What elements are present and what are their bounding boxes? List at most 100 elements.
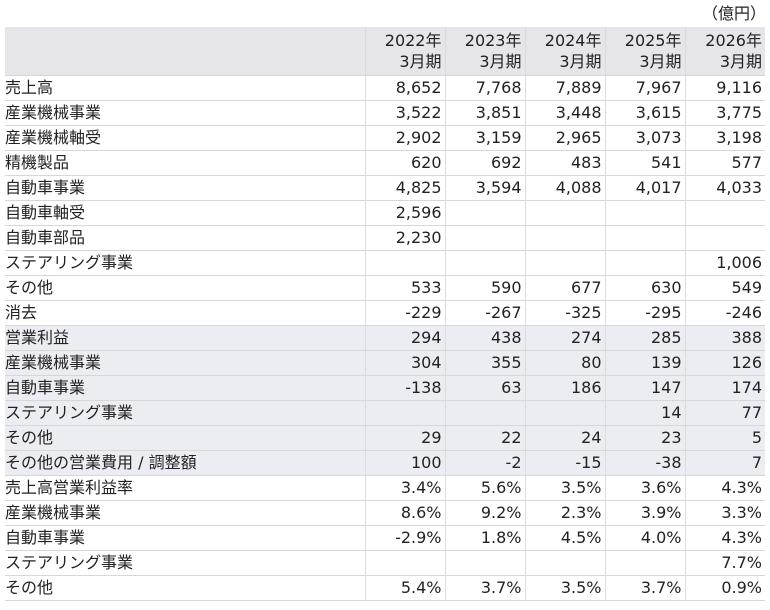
- value-cell: 4.5%: [524, 525, 605, 551]
- row-label: 自動車事業: [5, 175, 365, 201]
- header-row: 2022年 3月期 2023年 3月期 2024年 3月期 2025年 3月期 2026…: [5, 27, 765, 76]
- value-cell: -15: [524, 450, 605, 476]
- row-label: ステアリング事業: [5, 400, 365, 426]
- table-row: その他の営業費用 / 調整額 100 -2 -15 -38 7: [5, 450, 765, 476]
- value-cell: [364, 550, 445, 576]
- value-cell: 2.3%: [524, 500, 605, 526]
- value-cell: 5.4%: [364, 575, 445, 601]
- value-cell: 126: [684, 350, 765, 376]
- row-label: 消去: [5, 300, 365, 326]
- row-label: 産業機械事業: [5, 350, 365, 376]
- value-cell: 80: [524, 350, 605, 376]
- value-cell: [604, 225, 685, 251]
- value-cell: -295: [604, 300, 685, 326]
- value-cell: 388: [684, 325, 765, 351]
- value-cell: -229: [364, 300, 445, 326]
- value-cell: 677: [524, 275, 605, 301]
- value-cell: [444, 200, 525, 226]
- row-label: 自動車軸受: [5, 200, 365, 226]
- row-label: その他: [5, 425, 365, 451]
- table-row: 自動車軸受 2,596: [5, 200, 765, 226]
- table-row: ステアリング事業 14 77: [5, 400, 765, 426]
- row-label: 自動車事業: [5, 525, 365, 551]
- value-cell: [444, 250, 525, 276]
- value-cell: 0.9%: [684, 575, 765, 601]
- value-cell: [604, 250, 685, 276]
- table-row: 営業利益 294 438 274 285 388: [5, 325, 765, 351]
- value-cell: 4,033: [684, 175, 765, 201]
- row-label: 売上高営業利益率: [5, 475, 365, 501]
- value-cell: 29: [364, 425, 445, 451]
- value-cell: 3,159: [444, 125, 525, 151]
- header-year: 2024年 3月期: [524, 27, 605, 76]
- table-row: その他 533 590 677 630 549: [5, 275, 765, 301]
- year-line2: 3月期: [719, 52, 762, 71]
- header-year: 2023年 3月期: [444, 27, 525, 76]
- value-cell: 3,073: [604, 125, 685, 151]
- row-label: その他: [5, 575, 365, 601]
- value-cell: 186: [524, 375, 605, 401]
- value-cell: 3.5%: [524, 475, 605, 501]
- table-row: 産業機械軸受 2,902 3,159 2,965 3,073 3,198: [5, 125, 765, 151]
- value-cell: 174: [684, 375, 765, 401]
- value-cell: 14: [604, 400, 685, 426]
- value-cell: 3.9%: [604, 500, 685, 526]
- value-cell: 4,017: [604, 175, 685, 201]
- value-cell: [524, 550, 605, 576]
- value-cell: 3,198: [684, 125, 765, 151]
- year-line1: 2023年: [464, 31, 522, 50]
- value-cell: 549: [684, 275, 765, 301]
- year-line2: 3月期: [399, 52, 442, 71]
- year-line1: 2024年: [544, 31, 602, 50]
- table-row: 自動車事業 -138 63 186 147 174: [5, 375, 765, 401]
- value-cell: 9.2%: [444, 500, 525, 526]
- row-label: ステアリング事業: [5, 550, 365, 576]
- table-row: ステアリング事業 1,006: [5, 250, 765, 276]
- value-cell: [364, 250, 445, 276]
- value-cell: [524, 250, 605, 276]
- value-cell: 3.6%: [604, 475, 685, 501]
- value-cell: [524, 400, 605, 426]
- value-cell: 1,006: [684, 250, 765, 276]
- value-cell: 5: [684, 425, 765, 451]
- value-cell: [444, 550, 525, 576]
- value-cell: -138: [364, 375, 445, 401]
- table-row: 自動車事業 4,825 3,594 4,088 4,017 4,033: [5, 175, 765, 201]
- value-cell: [444, 400, 525, 426]
- value-cell: [444, 225, 525, 251]
- value-cell: 1.8%: [444, 525, 525, 551]
- value-cell: 23: [604, 425, 685, 451]
- value-cell: 692: [444, 150, 525, 176]
- row-label: その他の営業費用 / 調整額: [5, 450, 365, 476]
- value-cell: 4.3%: [684, 525, 765, 551]
- value-cell: 2,230: [364, 225, 445, 251]
- value-cell: [684, 225, 765, 251]
- header-year: 2022年 3月期: [364, 27, 445, 76]
- value-cell: 9,116: [684, 75, 765, 101]
- table-row: 産業機械事業 3,522 3,851 3,448 3,615 3,775: [5, 100, 765, 126]
- value-cell: -325: [524, 300, 605, 326]
- value-cell: 355: [444, 350, 525, 376]
- value-cell: 147: [604, 375, 685, 401]
- value-cell: 3,851: [444, 100, 525, 126]
- value-cell: 4,825: [364, 175, 445, 201]
- table-row: その他 29 22 24 23 5: [5, 425, 765, 451]
- value-cell: 274: [524, 325, 605, 351]
- table-row: 売上高 8,652 7,768 7,889 7,967 9,116: [5, 75, 765, 101]
- row-label: 精機製品: [5, 150, 365, 176]
- year-line1: 2026年: [705, 31, 762, 50]
- value-cell: [684, 200, 765, 226]
- table-row: 産業機械事業 8.6% 9.2% 2.3% 3.9% 3.3%: [5, 500, 765, 526]
- value-cell: 533: [364, 275, 445, 301]
- value-cell: 4.0%: [604, 525, 685, 551]
- row-label: 自動車部品: [5, 225, 365, 251]
- value-cell: 22: [444, 425, 525, 451]
- value-cell: [524, 225, 605, 251]
- value-cell: 285: [604, 325, 685, 351]
- year-line2: 3月期: [639, 52, 682, 71]
- row-label: 自動車事業: [5, 375, 365, 401]
- value-cell: 77: [684, 400, 765, 426]
- table-row: その他 5.4% 3.7% 3.5% 3.7% 0.9%: [5, 575, 765, 601]
- table-row: 産業機械事業 304 355 80 139 126: [5, 350, 765, 376]
- value-cell: 63: [444, 375, 525, 401]
